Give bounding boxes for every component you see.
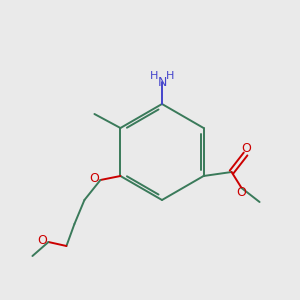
Text: N: N <box>157 76 167 88</box>
Text: O: O <box>38 233 47 247</box>
Text: O: O <box>89 172 99 184</box>
Text: H: H <box>166 71 174 81</box>
Text: H: H <box>150 71 158 81</box>
Text: O: O <box>237 187 247 200</box>
Text: O: O <box>242 142 251 155</box>
